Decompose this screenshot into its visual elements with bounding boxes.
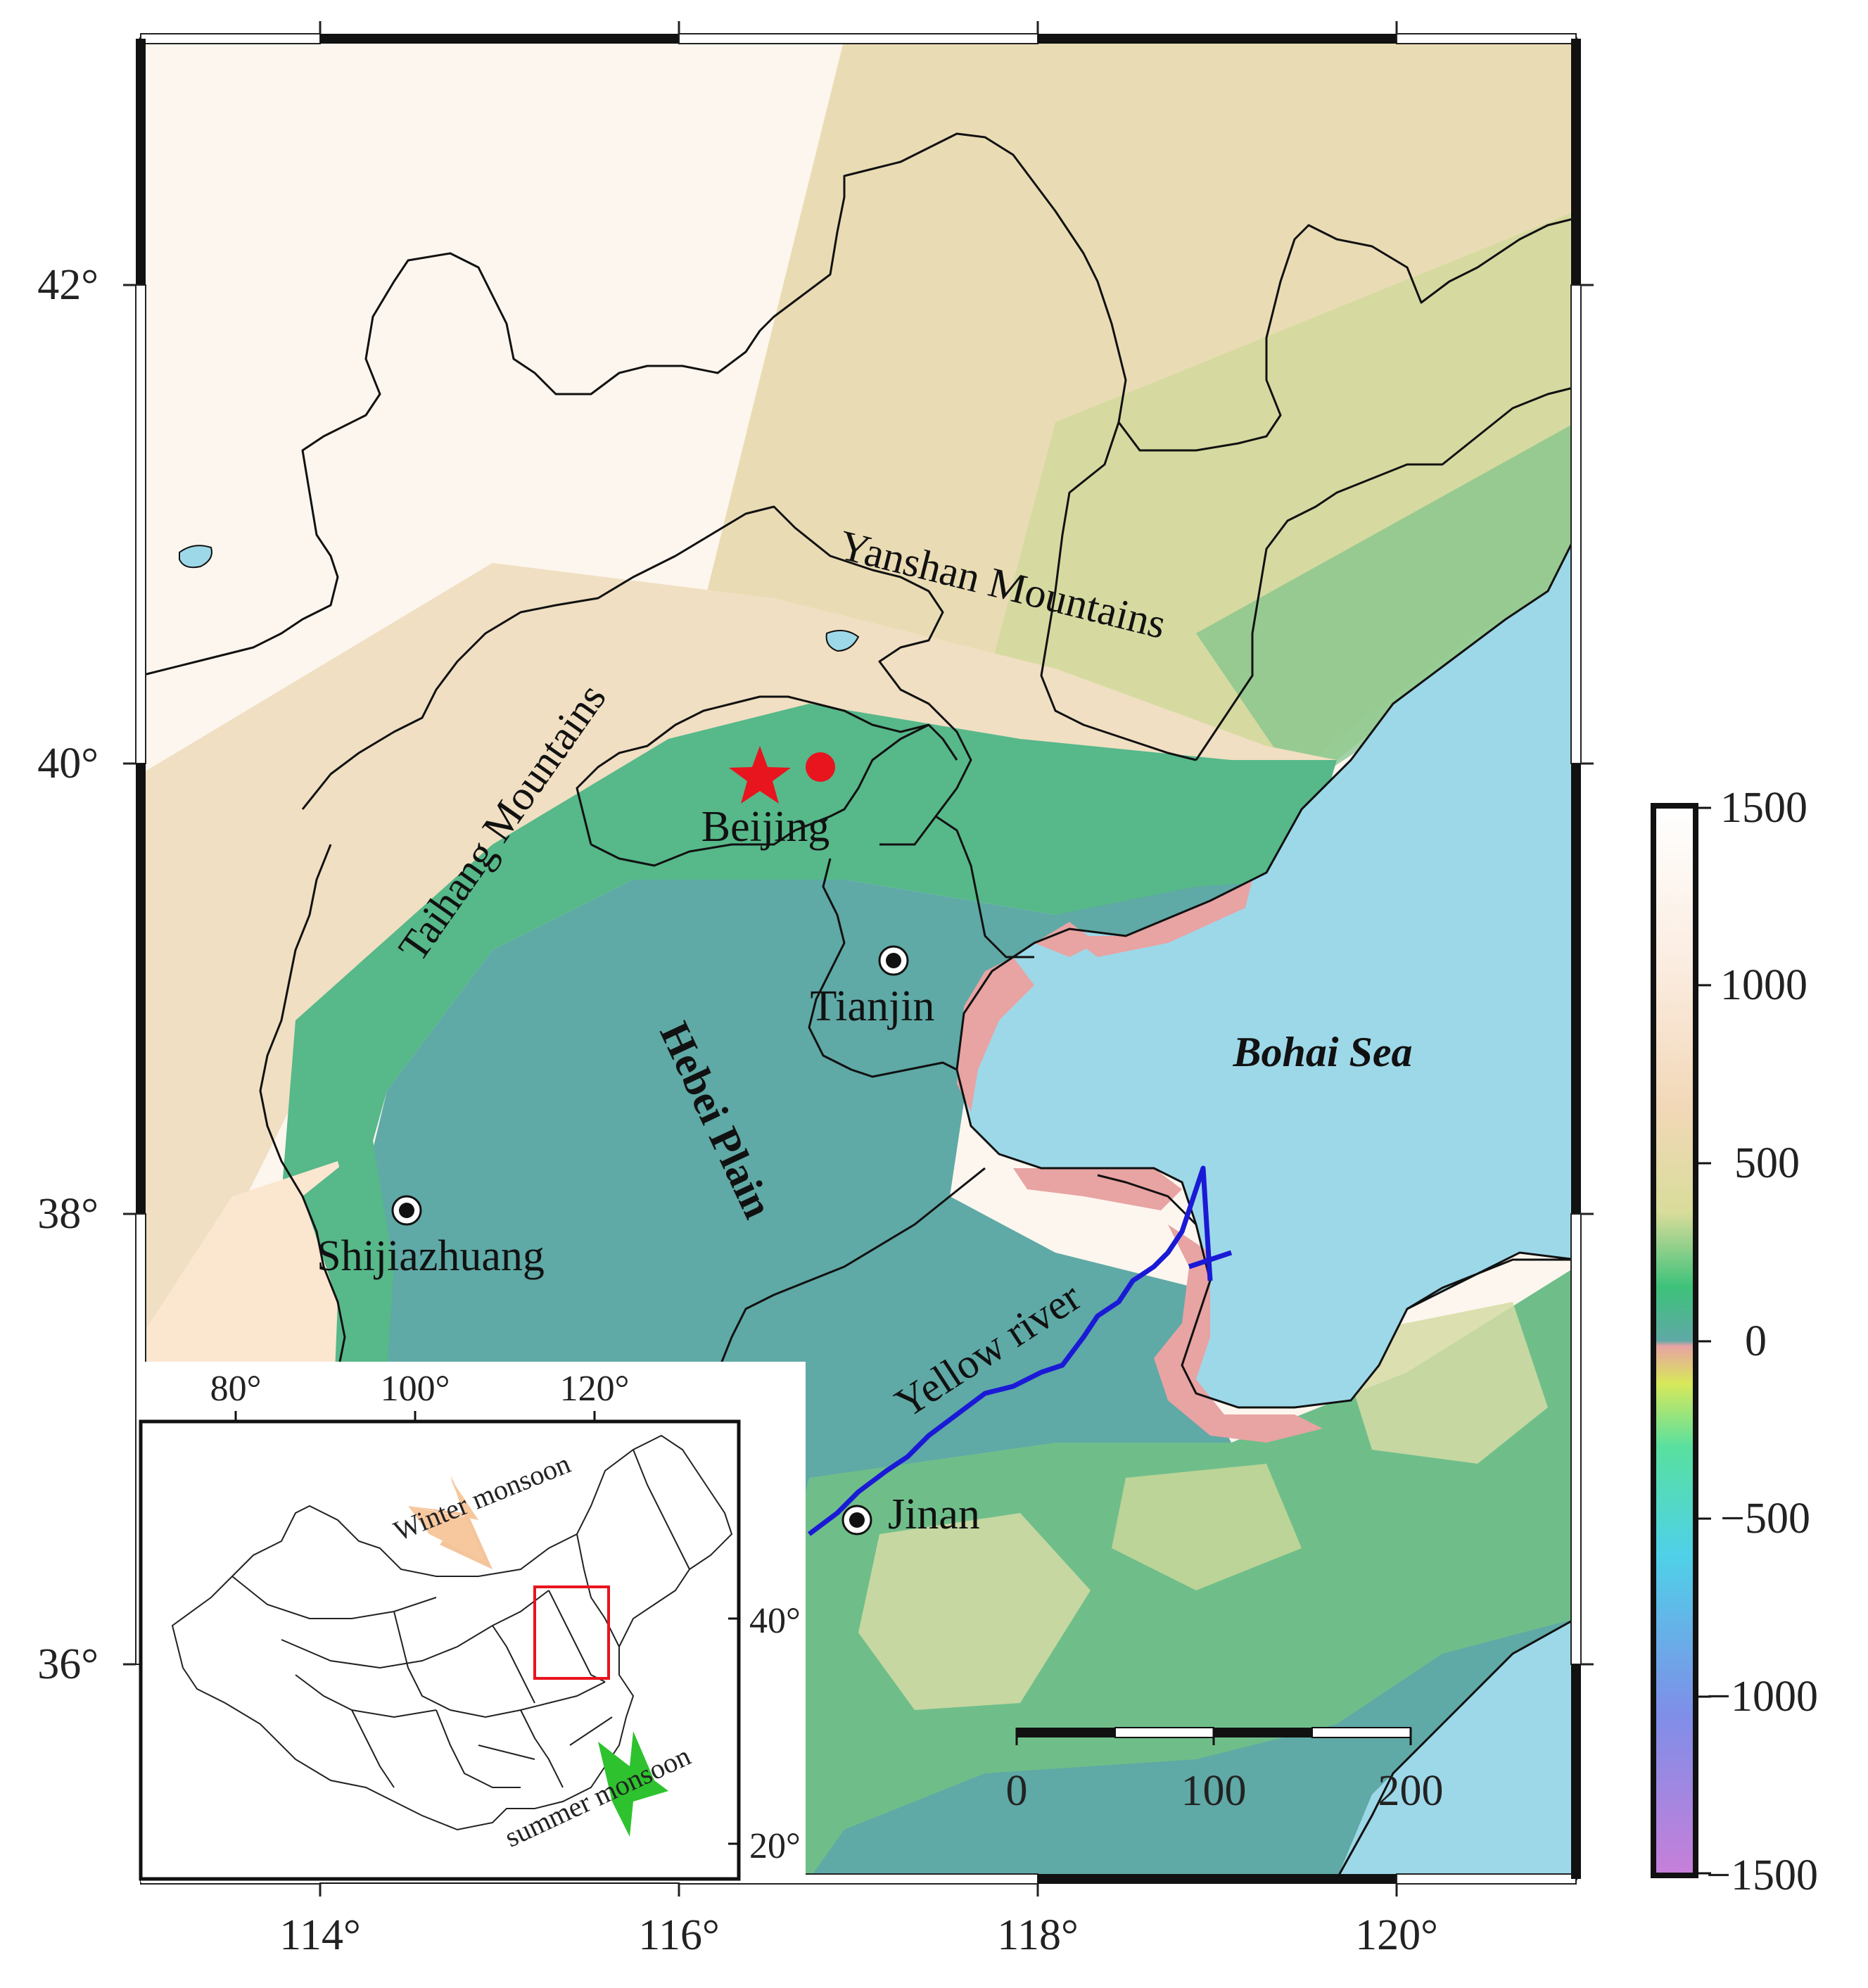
lon-label-116: 116° <box>638 1911 720 1959</box>
colorbar-label-1000: 1000 <box>1720 961 1807 1009</box>
inset-lon-80: 80° <box>210 1369 262 1409</box>
lat-label-38: 38° <box>37 1190 99 1238</box>
lon-label-118: 118° <box>997 1911 1079 1959</box>
scale-label-100: 100 <box>1181 1767 1247 1815</box>
beijing-star-icon <box>729 746 791 804</box>
inset-lat-20: 20° <box>749 1826 801 1866</box>
colorbar-label-neg500: −500 <box>1720 1495 1810 1543</box>
inset-lat-40: 40° <box>749 1601 801 1641</box>
colorbar-ticks <box>1696 806 1711 1875</box>
tianjin-label: Tianjin <box>811 982 935 1030</box>
lat-label-40: 40° <box>37 740 99 787</box>
inset-frame <box>139 1419 741 1881</box>
colorbar-label-1500: 1500 <box>1720 784 1807 832</box>
jinan-label: Jinan <box>888 1490 980 1538</box>
lon-label-120: 120° <box>1355 1911 1438 1959</box>
inset-lon-100: 100° <box>381 1369 450 1409</box>
winter-monsoon-arrow-icon <box>408 1474 493 1569</box>
colorbar-label-0: 0 <box>1745 1317 1767 1365</box>
yellow-river-line <box>807 1165 1213 1536</box>
lake-2 <box>825 630 860 652</box>
inset-china-outline <box>171 1434 733 1831</box>
coastline <box>955 534 1577 1409</box>
jinan-marker-icon <box>841 1505 872 1536</box>
lon-label-114: 114° <box>279 1911 361 1959</box>
lat-label-42: 42° <box>37 261 99 309</box>
summer-monsoon-arrow-icon <box>598 1731 668 1837</box>
scale-bar <box>1015 1727 1412 1745</box>
colorbar-label-neg1000: −1000 <box>1706 1673 1818 1721</box>
lake-1 <box>179 545 212 569</box>
bohai-sea-label: Bohai Sea <box>1232 1029 1412 1075</box>
bohai-sea-area <box>957 535 1576 1407</box>
site-marker-dot <box>806 752 835 782</box>
beijing-label: Beijing <box>701 803 830 851</box>
yellow-river-mouth <box>1188 1250 1233 1270</box>
tianjin-marker-icon <box>878 945 909 976</box>
study-area-box <box>533 1585 610 1680</box>
inset-tick-marks <box>234 1411 739 1845</box>
colorbar-label-500: 500 <box>1734 1139 1800 1187</box>
shijiazhuang-label: Shijiazhuang <box>317 1232 545 1280</box>
colorbar-label-neg1500: −1500 <box>1706 1851 1818 1899</box>
shijiazhuang-marker-icon <box>391 1195 422 1226</box>
inset-lon-120: 120° <box>560 1369 630 1409</box>
scale-label-0: 0 <box>1006 1767 1028 1815</box>
tick-marks <box>123 21 1594 1897</box>
scale-label-200: 200 <box>1378 1767 1444 1815</box>
colorbar <box>1651 803 1698 1878</box>
shandong-coastline <box>1335 1617 1577 1880</box>
lat-label-36: 36° <box>37 1640 99 1688</box>
